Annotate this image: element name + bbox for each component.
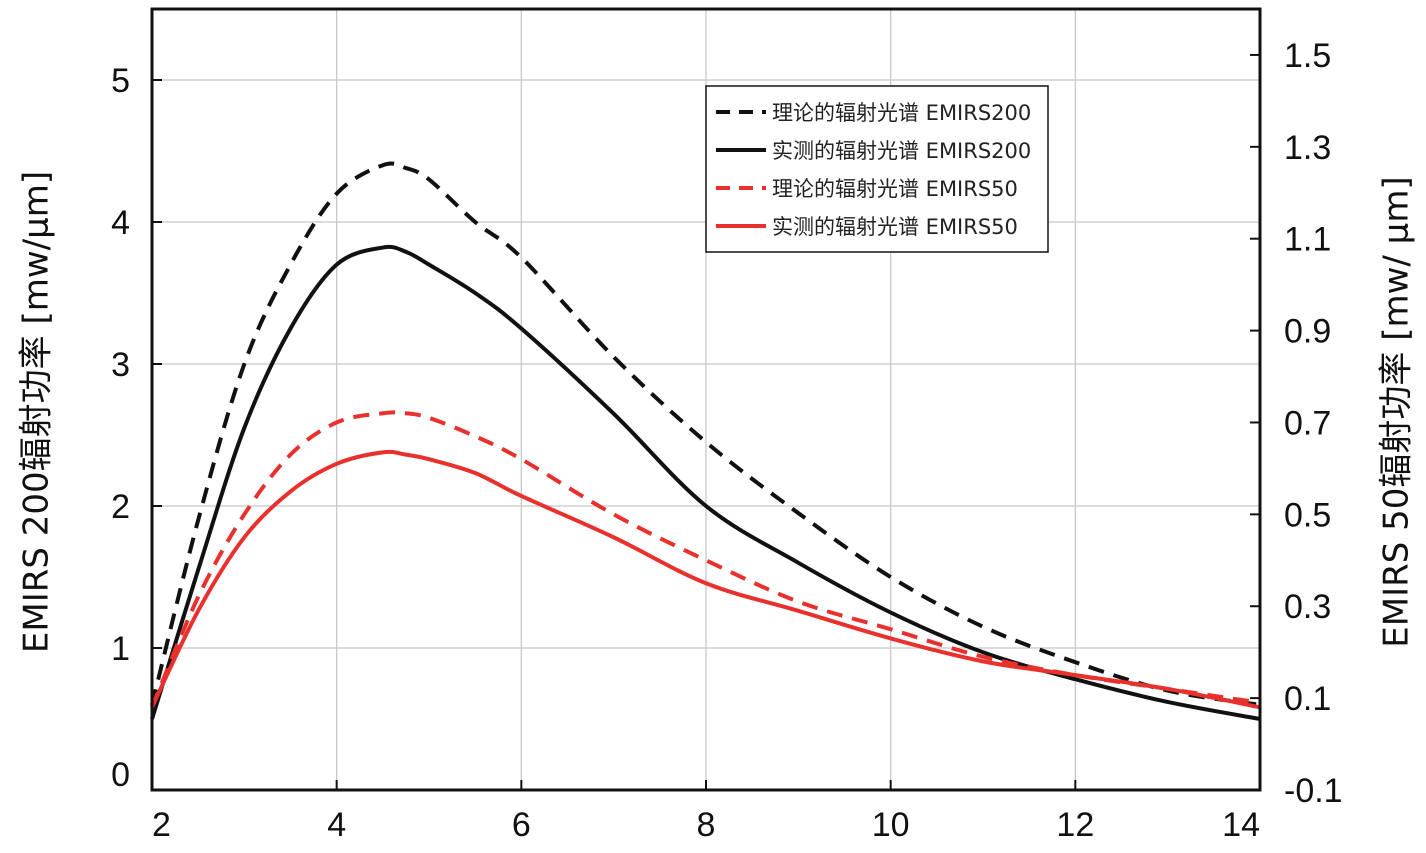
y-right-tick-label: 1.3 (1284, 129, 1331, 167)
y-left-tick-label: 3 (111, 346, 130, 384)
y-axis-left-title: EMIRS 200辐射功率 [mw/μm] (17, 171, 57, 653)
x-tick-label: 14 (1222, 806, 1260, 844)
y-right-tick-label: 0.3 (1284, 588, 1331, 626)
y-left-tick-label: 0 (111, 756, 130, 794)
x-tick-label: 4 (327, 806, 346, 844)
y-axis-right-title: EMIRS 50辐射功率 [mw/ μm] (1377, 176, 1417, 647)
y-right-tick-label: 1.5 (1284, 37, 1331, 75)
x-tick-label: 8 (697, 806, 716, 844)
legend-label-2: 实测的辐射光谱 EMIRS200 (772, 139, 1031, 163)
x-tick-label: 2 (152, 806, 171, 844)
y-right-tick-label: 1.1 (1284, 221, 1331, 259)
y-right-tick-label: 0.7 (1284, 404, 1331, 442)
y-right-tick-label: 0.9 (1284, 313, 1331, 351)
tick-labels: 2 4 6 8 10 12 14012345-0.10.10.30.50.70.91.11.… (111, 37, 1343, 844)
series-line-3 (150, 410, 1261, 709)
y-left-tick-label: 5 (111, 62, 130, 100)
legend-label-4: 实测的辐射光谱 EMIRS50 (772, 215, 1018, 239)
x-tick-label: 12 (1056, 806, 1094, 844)
y-right-tick-label: -0.1 (1284, 772, 1343, 810)
series-line-2 (150, 244, 1261, 721)
x-tick-label: 6 (512, 806, 531, 844)
x-tick-label: 10 (872, 806, 910, 844)
legend-label-1: 理论的辐射光谱 EMIRS200 (772, 101, 1031, 125)
series-line-4 (150, 449, 1261, 710)
legend-label-3: 理论的辐射光谱 EMIRS50 (772, 177, 1018, 201)
y-right-tick-label: 0.5 (1284, 496, 1331, 534)
y-left-tick-label: 1 (111, 630, 130, 668)
y-right-tick-label: 0.1 (1284, 680, 1331, 718)
series-group (150, 161, 1261, 721)
series-line-1 (150, 161, 1261, 707)
legend: 理论的辐射光谱 EMIRS200 实测的辐射光谱 EMIRS200 理论的辐射光谱 … (705, 85, 1049, 253)
y-left-tick-label: 2 (111, 488, 130, 526)
y-left-tick-label: 4 (111, 204, 130, 242)
tick-marks (151, 53, 1261, 791)
